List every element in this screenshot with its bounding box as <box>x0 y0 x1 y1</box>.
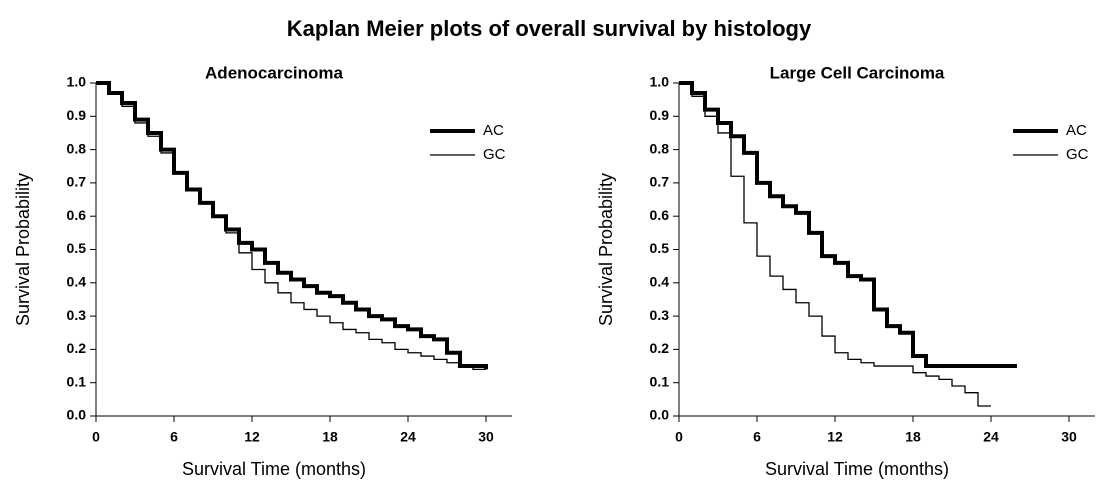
x-tick-label: 18 <box>322 429 338 445</box>
x-axis-label: Survival Time (months) <box>765 459 949 479</box>
y-tick-label: 0.3 <box>67 307 87 323</box>
x-tick-label: 24 <box>400 429 416 445</box>
y-tick-label: 0.1 <box>67 373 87 389</box>
survival-curve <box>96 82 486 371</box>
survival-curve <box>679 81 1017 369</box>
figure-title: Kaplan Meier plots of overall survival b… <box>287 16 812 41</box>
x-tick-label: 6 <box>753 429 761 445</box>
x-tick-label: 6 <box>170 429 178 445</box>
y-tick-label: 0.6 <box>650 207 670 223</box>
y-tick-label: 0.4 <box>650 274 670 290</box>
y-tick-label: 0.8 <box>650 140 670 156</box>
y-tick-label: 0.2 <box>67 340 87 356</box>
y-tick-label: 0.2 <box>650 340 670 356</box>
chart-title: Large Cell Carcinoma <box>770 63 945 82</box>
legend-label: AC <box>1066 122 1087 139</box>
y-tick-label: 0.9 <box>650 107 670 123</box>
y-tick-label: 0.8 <box>67 140 87 156</box>
x-axis-label: Survival Time (months) <box>182 459 366 479</box>
y-tick-label: 0.0 <box>650 407 670 423</box>
y-tick-label: 0.4 <box>67 274 87 290</box>
y-tick-label: 0.7 <box>67 174 87 190</box>
chart-title: Adenocarcinoma <box>205 63 343 82</box>
x-tick-label: 18 <box>905 429 921 445</box>
legend-label: GC <box>1066 146 1089 163</box>
y-tick-label: 0.1 <box>650 373 670 389</box>
x-tick-label: 12 <box>244 429 260 445</box>
y-tick-label: 0.7 <box>650 174 670 190</box>
x-tick-label: 30 <box>1061 429 1077 445</box>
survival-curve <box>679 82 991 407</box>
x-tick-label: 24 <box>983 429 999 445</box>
y-tick-label: 0.0 <box>67 407 87 423</box>
survival-curve <box>96 81 488 370</box>
y-tick-label: 1.0 <box>650 74 670 90</box>
x-tick-label: 12 <box>827 429 843 445</box>
y-tick-label: 0.9 <box>67 107 87 123</box>
y-axis-label: Survival Probability <box>13 173 33 326</box>
x-tick-label: 30 <box>478 429 494 445</box>
y-tick-label: 0.3 <box>650 307 670 323</box>
y-tick-label: 0.5 <box>650 240 670 256</box>
legend-label: GC <box>483 146 506 163</box>
y-axis-label: Survival Probability <box>596 173 616 326</box>
y-tick-label: 0.5 <box>67 240 87 256</box>
x-tick-label: 0 <box>92 429 100 445</box>
y-tick-label: 1.0 <box>67 74 87 90</box>
x-tick-label: 0 <box>675 429 683 445</box>
legend-label: AC <box>483 122 504 139</box>
y-tick-label: 0.6 <box>67 207 87 223</box>
